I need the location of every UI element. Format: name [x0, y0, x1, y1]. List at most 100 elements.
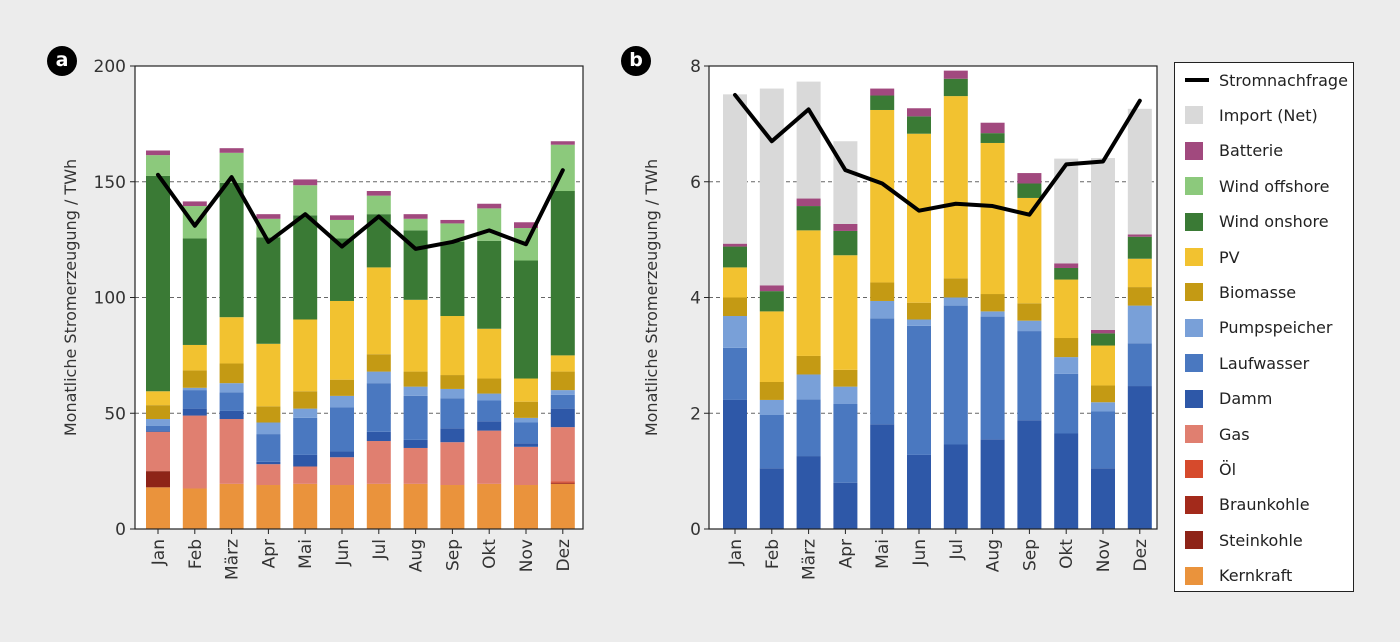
y-tick-label: 100	[94, 289, 126, 309]
x-tick-label: Jan	[726, 539, 746, 566]
bar-segment-damm	[182, 408, 207, 416]
bar-segment-pumpspeicher	[330, 395, 354, 408]
bar-segment-wind_onshore	[943, 78, 968, 97]
legend-label: Laufwasser	[1219, 353, 1310, 373]
bar-segment-wind_onshore	[514, 260, 538, 379]
bar-segment-laufwasser	[796, 399, 821, 457]
bar-segment-oel	[550, 481, 575, 483]
bar-segment-kernkraft	[146, 487, 170, 529]
bar-segment-gas	[477, 430, 502, 484]
legend-item-oel: Öl	[1185, 454, 1236, 484]
bar-segment-pv	[366, 267, 391, 355]
x-tick-label: Mai	[873, 539, 893, 569]
bar-segment-batterie	[477, 203, 502, 209]
bar-segment-batterie	[833, 223, 858, 231]
bar-segment-pv	[330, 300, 354, 380]
bar-segment-pumpspeicher	[870, 300, 895, 319]
bar-segment-pumpspeicher	[796, 374, 821, 400]
y-tick-label: 4	[690, 289, 701, 309]
legend-swatch-icon	[1185, 566, 1203, 585]
y-tick-label: 0	[115, 520, 126, 540]
legend-swatch-icon	[1185, 212, 1203, 231]
bar-segment-laufwasser	[1127, 343, 1152, 387]
x-tick-label: Sep	[1020, 539, 1040, 571]
bar-segment-wind_onshore	[1091, 333, 1115, 346]
x-tick-label: Apr	[836, 539, 856, 568]
bar-segment-import	[796, 81, 821, 199]
bar-segment-kernkraft	[293, 483, 318, 529]
bar-segment-pumpspeicher	[146, 419, 170, 426]
bar-segment-laufwasser	[366, 383, 391, 432]
bar-segment-gas	[219, 419, 244, 484]
bar-segment-laufwasser	[759, 414, 784, 469]
bar-segment-biomasse	[366, 354, 391, 372]
bar-segment-pumpspeicher	[907, 319, 931, 326]
bar-segment-wind_onshore	[1017, 183, 1042, 198]
bar-segment-kernkraft	[477, 483, 502, 529]
bar-segment-batterie	[1127, 234, 1152, 237]
legend-label: Import (Net)	[1219, 105, 1318, 125]
x-tick-label: Feb	[763, 539, 783, 569]
plot-frame	[134, 65, 584, 530]
x-tick-label: Aug	[984, 539, 1004, 572]
legend-label: Wind onshore	[1219, 212, 1329, 232]
bar-segment-kernkraft	[330, 485, 354, 529]
bar-segment-braunkohle	[550, 482, 575, 484]
legend-label: Gas	[1219, 424, 1250, 444]
bar-segment-pumpspeicher	[256, 422, 281, 435]
bar-segment-damm	[219, 410, 244, 420]
bar-segment-pv	[440, 316, 465, 376]
bar-segment-import	[723, 94, 747, 244]
bar-segment-batterie	[219, 148, 244, 153]
bar-segment-kernkraft	[550, 483, 575, 529]
bar-segment-pv	[980, 142, 1005, 295]
bar-segment-damm	[943, 444, 968, 529]
bar-segment-pumpspeicher	[980, 311, 1005, 317]
bar-segment-pv	[550, 355, 575, 372]
x-tick-label: Mai	[296, 539, 316, 569]
bar-segment-laufwasser	[1091, 411, 1115, 469]
legend-item-gas: Gas	[1185, 419, 1250, 449]
legend-item-pv: PV	[1185, 242, 1240, 272]
bar-segment-damm	[723, 399, 747, 529]
bar-segment-pumpspeicher	[514, 417, 538, 423]
bar-segment-wind_offshore	[366, 195, 391, 215]
bar-segment-pv	[293, 319, 318, 392]
bar-segment-kernkraft	[182, 488, 207, 529]
x-tick-label: März	[800, 539, 820, 580]
legend-label: Wind offshore	[1219, 176, 1330, 196]
legend-item-kernkraft: Kernkraft	[1185, 561, 1292, 591]
chart-panel-a: 0 50 100 150 200 Jan Feb März Apr Mai Jun Jul Aug Sep…	[61, 57, 584, 580]
legend-label: Damm	[1219, 389, 1273, 409]
bar-segment-wind_onshore	[293, 215, 318, 320]
bar-segment-biomasse	[440, 375, 465, 389]
bar-segment-wind_onshore	[146, 175, 170, 392]
bar-segment-gas	[550, 427, 575, 482]
bar-segment-batterie	[723, 243, 747, 247]
bar-segment-kernkraft	[256, 485, 281, 529]
bar-segment-gas	[146, 431, 170, 472]
bar-segment-pumpspeicher	[833, 386, 858, 404]
bar-segment-kernkraft	[366, 483, 391, 529]
legend-label: Kernkraft	[1219, 566, 1293, 586]
x-tick-label: Jun	[333, 539, 353, 567]
bar-segment-biomasse	[330, 379, 354, 396]
x-tick-label: Jul	[370, 539, 390, 561]
x-tick-label: Nov	[517, 539, 537, 572]
bar-segment-biomasse	[723, 297, 747, 317]
bar-segment-wind_onshore	[1054, 267, 1079, 280]
legend-swatch-icon	[1185, 495, 1203, 514]
bar-segment-laufwasser	[550, 394, 575, 409]
bar-segment-pumpspeicher	[366, 371, 391, 384]
bar-segment-pv	[796, 230, 821, 356]
bar-segment-pumpspeicher	[550, 390, 575, 395]
bar-segment-pumpspeicher	[440, 388, 465, 399]
bar-segment-biomasse	[550, 371, 575, 391]
bar-segment-laufwasser	[980, 316, 1005, 440]
bar-segment-wind_onshore	[723, 246, 747, 268]
bar-segment-import	[1127, 108, 1152, 235]
bar-segment-biomasse	[514, 401, 538, 418]
bar-segment-pv	[1054, 279, 1079, 339]
bar-segment-batterie	[293, 179, 318, 186]
